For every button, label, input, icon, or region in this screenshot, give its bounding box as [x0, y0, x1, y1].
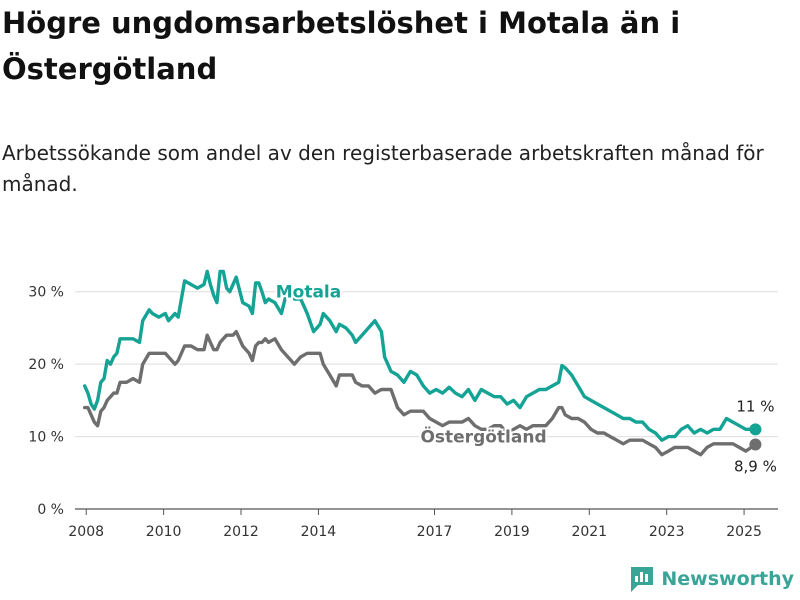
- series-line-ostergotland: [83, 329, 758, 457]
- end-value-label: 11 %: [736, 397, 774, 415]
- x-tick-label: 2014: [301, 524, 337, 540]
- y-tick-label: 0 %: [37, 502, 64, 518]
- brand-logo: Newsworthy: [629, 562, 794, 596]
- x-tick-label: 2008: [68, 524, 104, 540]
- series-line-motala: [83, 269, 758, 442]
- x-tick-label: 2012: [223, 524, 259, 540]
- y-tick-label: 30 %: [28, 285, 64, 301]
- x-axis-ticks: 2008 2010 2012 2014 2017 2019 2021 2023 2025: [68, 509, 762, 540]
- end-point-marker: [749, 423, 762, 436]
- x-tick-label: 2017: [417, 524, 453, 540]
- newsworthy-chart-logo-icon: [631, 567, 654, 592]
- series-labels: 8,9 % 11 % Motala Östergötland: [274, 281, 777, 476]
- end-point-marker: [749, 438, 762, 451]
- y-tick-label: 20 %: [28, 357, 64, 373]
- gridlines: [75, 291, 778, 510]
- x-tick-label: 2021: [571, 524, 607, 540]
- y-axis-ticks: 0 % 10 % 20 % 30 %: [28, 285, 64, 518]
- brand-name: Newsworthy: [661, 568, 794, 590]
- chart-title: Högre ungdomsarbetslöshet i Motala än i …: [2, 6, 681, 86]
- x-tick-label: 2019: [494, 524, 530, 540]
- series-lines: [83, 269, 762, 457]
- x-tick-label: 2025: [726, 524, 762, 540]
- series-name-label: Motala: [276, 283, 342, 303]
- series-name-label: Östergötland: [420, 426, 546, 448]
- x-tick-label: 2010: [146, 524, 182, 540]
- end-value-label: 8,9 %: [734, 458, 777, 476]
- chart-subtitle: Arbetssökande som andel av den registerb…: [2, 141, 764, 196]
- y-tick-label: 10 %: [28, 430, 64, 446]
- x-tick-label: 2023: [649, 524, 685, 540]
